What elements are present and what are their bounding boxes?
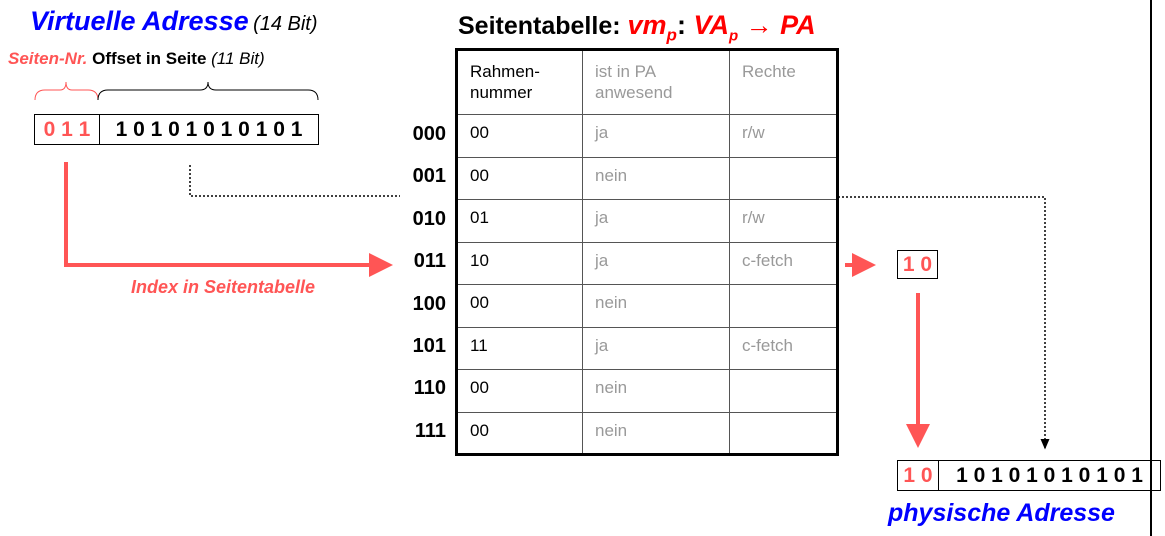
mapping-formula: vmp: VAp → PA [627, 10, 816, 44]
present-cell: ja [582, 199, 730, 243]
page-table-heading: Seitentabelle: vmp: VAp → PA [458, 10, 816, 45]
row-index-label: 010 [412, 207, 446, 230]
virtual-address-title: Virtuelle Adresse [30, 6, 249, 36]
address-field-labels: Seiten-Nr. Offset in Seite (11 Bit) [8, 49, 265, 69]
header-frame-number: Rahmen- nummer [456, 49, 583, 115]
present-cell: nein [582, 411, 730, 455]
table-row: 00 ja r/w [456, 114, 838, 158]
table-row: 10 ja c-fetch [456, 241, 838, 285]
frame-number-cell: 10 [456, 241, 583, 285]
offset-dotted-line [189, 165, 400, 197]
mapping-vm-sub: p [666, 25, 677, 45]
frame-number-cell: 00 [456, 369, 583, 413]
present-cell: ja [582, 114, 730, 158]
table-row: 01 ja r/w [456, 199, 838, 243]
rights-cell: r/w [729, 114, 838, 158]
virtual-address-size: (14 Bit) [253, 13, 318, 35]
virtual-page-bits: 0 1 1 [35, 115, 100, 144]
frame-result-bits: 1 0 [902, 252, 933, 276]
offset-label: Offset in Seite [92, 49, 207, 68]
index-arrow [64, 162, 393, 277]
physical-offset-bits: 1 0 1 0 1 0 1 0 1 0 1 [956, 463, 1143, 487]
rights-cell [729, 156, 838, 200]
mapping-va-sub: p [728, 27, 739, 45]
frame-number-cell: 00 [456, 156, 583, 200]
frame-result-box: 1 0 [897, 250, 938, 279]
page-table-title: Seitentabelle: [458, 12, 621, 40]
table-header-row: Rahmen- nummer ist in PA anwesend Rechte [456, 49, 838, 115]
frame-number-cell: 11 [456, 326, 583, 370]
mapping-va: VA [693, 10, 729, 40]
mapping-colon: : [676, 10, 686, 40]
present-cell: ja [582, 326, 730, 370]
rights-cell [729, 369, 838, 413]
header-present: ist in PA anwesend [582, 49, 730, 115]
table-row: 00 nein [456, 284, 838, 328]
page-table: Rahmen- nummer ist in PA anwesend Rechte… [455, 48, 839, 456]
row-index-label: 100 [412, 292, 446, 315]
offset-size: (11 Bit) [211, 49, 265, 68]
table-row: 00 nein [456, 156, 838, 200]
rights-cell: c-fetch [729, 241, 838, 285]
table-row: 11 ja c-fetch [456, 326, 838, 370]
rights-cell [729, 411, 838, 455]
physical-frame-bits: 1 0 [898, 461, 939, 490]
rights-cell [729, 284, 838, 328]
frame-number-cell: 00 [456, 114, 583, 158]
virtual-address-bits: 0 1 1 1 0 1 0 1 0 1 0 1 0 1 [34, 114, 319, 145]
row-index-label: 110 [413, 377, 446, 400]
black-brace [97, 81, 319, 101]
table-row: 00 nein [456, 411, 838, 455]
present-cell: nein [582, 284, 730, 328]
frame-number-cell: 00 [456, 411, 583, 455]
mapping-pa: → PA [738, 10, 816, 40]
present-cell: ja [582, 241, 730, 285]
row-index-label: 101 [412, 335, 446, 357]
red-brace [34, 81, 99, 101]
row-index-label: 011 [413, 250, 446, 273]
row-index-label: 001 [412, 165, 446, 188]
row-index-label: 000 [412, 123, 446, 145]
page-number-label: Seiten-Nr. [8, 49, 88, 68]
frame-number-cell: 01 [456, 199, 583, 243]
rights-cell: c-fetch [729, 326, 838, 370]
table-row: 00 nein [456, 369, 838, 413]
index-label: Index in Seitentabelle [131, 277, 316, 297]
present-cell: nein [582, 369, 730, 413]
physical-address-title: physische Adresse [888, 499, 1115, 527]
frame-number-cell: 00 [456, 284, 583, 328]
mapping-vm: vm [627, 10, 667, 40]
header-rights: Rechte [729, 49, 838, 115]
physical-address-bits: 1 0 1 0 1 0 1 0 1 0 1 0 1 [897, 460, 1161, 491]
row-index-label: 111 [414, 419, 446, 442]
present-cell: nein [582, 156, 730, 200]
rights-cell: r/w [729, 199, 838, 243]
virtual-offset-bits: 1 0 1 0 1 0 1 0 1 0 1 [115, 117, 303, 141]
offset-dotted-arrow [838, 196, 1050, 450]
virtual-address-heading: Virtuelle Adresse (14 Bit) [30, 6, 318, 37]
